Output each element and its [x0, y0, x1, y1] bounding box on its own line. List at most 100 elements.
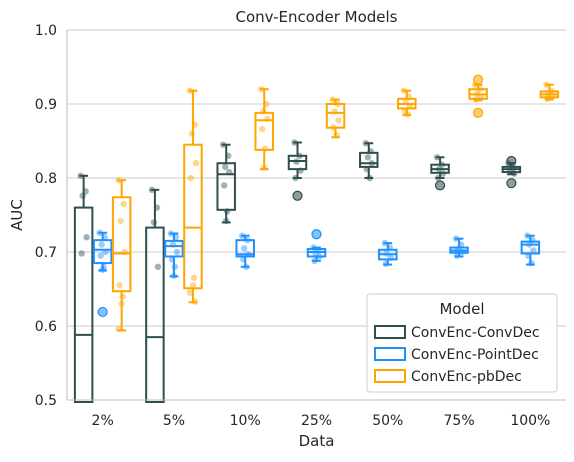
data-point	[186, 289, 194, 296]
box-convenc-pointdec	[520, 232, 541, 267]
data-point	[525, 252, 532, 259]
x-tick-label: 2%	[92, 413, 114, 429]
box-body	[325, 103, 346, 129]
legend-swatch	[374, 325, 406, 339]
data-point	[452, 235, 460, 242]
data-point	[367, 148, 374, 155]
data-point	[476, 86, 484, 93]
data-point	[507, 167, 514, 174]
data-point	[172, 234, 180, 241]
outlier-point	[506, 155, 517, 167]
data-point	[239, 232, 246, 239]
y-tick-label: 1.0	[35, 23, 57, 39]
box-body	[73, 206, 94, 403]
box-body	[216, 162, 236, 211]
data-point	[82, 188, 89, 195]
outlier-point	[434, 180, 446, 191]
y-tick-label: 0.8	[35, 171, 57, 187]
data-point	[297, 167, 304, 174]
data-point	[543, 81, 550, 88]
box-convenc-pbdec	[397, 87, 417, 118]
data-point	[331, 108, 338, 115]
data-point	[544, 95, 551, 103]
data-point	[117, 217, 124, 225]
legend-items: ConvEnc-ConvDec ConvEnc-PointDec ConvEnc-p…	[374, 325, 540, 385]
data-point	[333, 131, 340, 139]
data-point	[310, 244, 317, 251]
data-point	[221, 182, 228, 189]
data-point	[116, 282, 123, 289]
legend-entry-label: ConvEnc-pbDec	[411, 369, 522, 385]
data-point	[258, 86, 265, 93]
data-point	[240, 256, 247, 263]
y-axis-label: AUC	[8, 199, 26, 231]
legend-frame	[366, 293, 558, 393]
chart-title: Conv-Encoder Models	[236, 8, 398, 26]
data-point	[329, 96, 336, 103]
data-point	[154, 263, 162, 270]
data-point	[387, 254, 394, 262]
data-point	[150, 219, 158, 226]
data-point	[472, 96, 480, 103]
data-point	[168, 256, 176, 263]
x-tick-label: 75%	[444, 413, 475, 429]
data-point	[511, 170, 518, 177]
data-point	[245, 251, 252, 258]
data-point	[77, 172, 84, 179]
data-point	[334, 100, 341, 108]
data-point	[188, 130, 196, 137]
data-point	[119, 293, 126, 300]
data-point	[225, 152, 232, 159]
box-convenc-convdec	[216, 141, 236, 225]
data-point	[191, 121, 199, 128]
data-point	[312, 250, 319, 257]
data-point	[102, 248, 109, 256]
data-point	[222, 163, 229, 171]
data-point	[261, 164, 268, 171]
data-point	[187, 174, 195, 182]
data-point	[262, 145, 269, 152]
box-convenc-pointdec	[235, 232, 255, 270]
box-convenc-pbdec	[111, 177, 132, 333]
legend-swatch	[374, 369, 406, 383]
data-point	[438, 161, 446, 168]
outlier-point	[472, 107, 484, 118]
box-convenc-pbdec	[539, 81, 560, 103]
data-point	[528, 259, 535, 267]
data-point	[264, 115, 271, 123]
outlier-point	[311, 229, 322, 240]
data-point	[153, 204, 161, 211]
box-body	[92, 239, 113, 265]
box-convenc-pointdec	[92, 229, 113, 318]
data-point	[96, 229, 103, 236]
data-point	[435, 165, 443, 173]
data-point	[362, 140, 369, 147]
box-convenc-convdec	[501, 155, 522, 189]
legend-entry-label: ConvEnc-PointDec	[411, 347, 539, 363]
box-body	[183, 143, 203, 290]
box-convenc-pbdec	[183, 87, 203, 305]
data-point	[458, 248, 466, 256]
data-point	[545, 90, 552, 97]
data-point	[311, 257, 318, 265]
data-point	[101, 234, 108, 241]
x-tick-labels: 2% 5% 10% 25% 50% 75% 100%	[92, 413, 551, 429]
data-point	[100, 263, 107, 270]
data-point	[97, 252, 104, 259]
data-point	[226, 168, 233, 176]
box-convenc-pbdec	[325, 96, 346, 139]
outlier-point	[97, 306, 108, 318]
data-point	[148, 186, 156, 194]
data-point	[189, 282, 197, 289]
data-point	[173, 248, 181, 256]
data-point	[530, 247, 537, 254]
data-point	[368, 160, 375, 167]
data-point	[296, 152, 303, 159]
data-point	[244, 236, 251, 244]
data-point	[549, 93, 556, 100]
data-point	[433, 154, 441, 161]
data-point	[241, 245, 248, 252]
data-point	[223, 217, 230, 225]
data-point	[291, 139, 298, 146]
